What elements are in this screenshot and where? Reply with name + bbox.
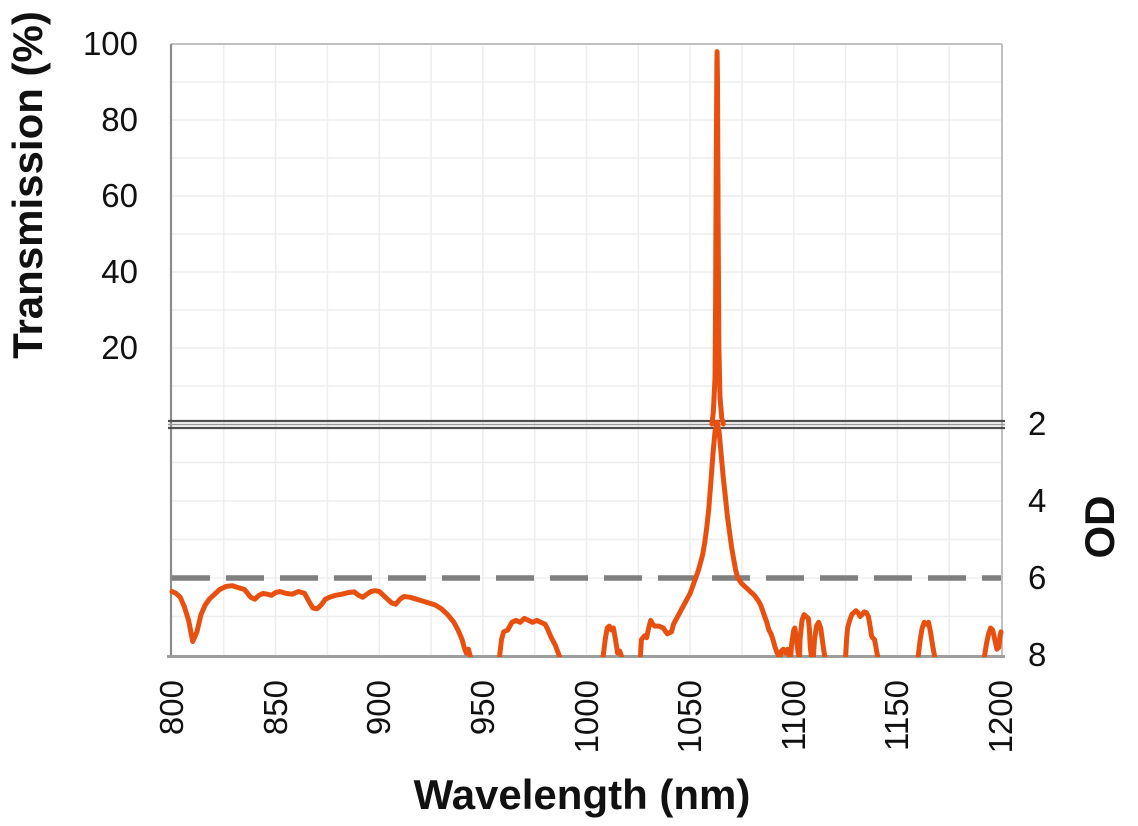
y-right-tick-label: 6 xyxy=(1028,559,1047,596)
x-tick-label: 850 xyxy=(256,680,294,736)
x-tick-label: 800 xyxy=(153,680,190,736)
y-left-tick-label: 40 xyxy=(101,253,138,290)
x-tick-label: 950 xyxy=(463,680,501,736)
x-tick-label: 1200 xyxy=(982,680,1019,754)
transmission-axis-title: Transmission (%) xyxy=(4,11,51,359)
x-tick-label: 1150 xyxy=(878,680,916,751)
y-left-tick-label: 20 xyxy=(101,329,138,366)
y-right-tick-label: 4 xyxy=(1028,482,1047,519)
x-tick-label: 900 xyxy=(360,680,398,736)
y-left-tick-label: 60 xyxy=(101,177,138,214)
x-tick-label: 1100 xyxy=(774,680,812,751)
y-left-tick-label: 100 xyxy=(82,25,138,62)
y-right-tick-label: 8 xyxy=(1028,636,1047,673)
y-left-tick-label: 80 xyxy=(101,101,138,138)
x-tick-label: 1000 xyxy=(567,680,605,754)
y-right-tick-label: 2 xyxy=(1028,405,1047,442)
wavelength-axis-title: Wavelength (nm) xyxy=(413,771,751,818)
x-tick-label: 1050 xyxy=(671,680,709,754)
